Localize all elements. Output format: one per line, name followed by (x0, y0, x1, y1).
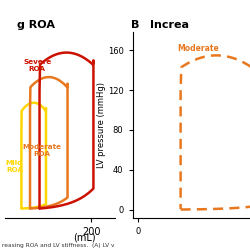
Text: Moderate
ROA: Moderate ROA (22, 144, 61, 157)
Y-axis label: LV pressure (mmHg): LV pressure (mmHg) (97, 82, 106, 168)
Text: Increa: Increa (150, 20, 189, 30)
Text: reasing ROA and LV stiffness.  (A) LV v: reasing ROA and LV stiffness. (A) LV v (2, 244, 115, 248)
Text: Severe
ROA: Severe ROA (23, 60, 52, 72)
Text: g ROA: g ROA (17, 20, 55, 30)
Text: (mL): (mL) (73, 232, 96, 242)
Text: Mild
ROA: Mild ROA (6, 160, 23, 173)
Text: Moderate: Moderate (177, 44, 219, 54)
Text: B: B (131, 20, 140, 30)
